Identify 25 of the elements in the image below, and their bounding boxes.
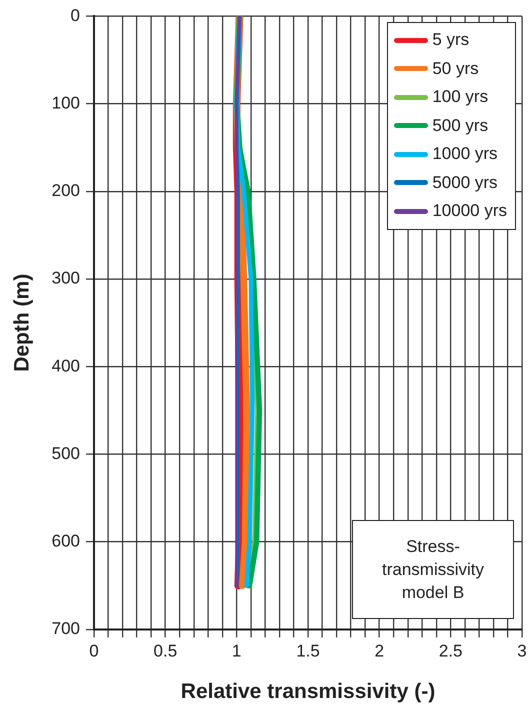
legend-label: 100 yrs xyxy=(432,87,488,108)
y-tick-label: 700 xyxy=(52,619,80,638)
y-axis-title: Depth (m) xyxy=(10,274,34,372)
text-box: Stress- transmissivity model B xyxy=(352,520,514,620)
y-tick-label: 0 xyxy=(70,6,80,25)
x-tick-label: 1.5 xyxy=(296,641,320,660)
x-tick-label: 1 xyxy=(232,641,242,660)
x-tick-label: 0.5 xyxy=(154,641,178,660)
x-axis-title: Relative transmissivity (-) xyxy=(180,680,436,704)
legend-label: 10000 yrs xyxy=(432,201,507,222)
legend-label: 5000 yrs xyxy=(432,172,498,193)
x-tick-label: 0 xyxy=(89,641,99,660)
legend-label: 1000 yrs xyxy=(432,144,498,164)
y-tick-label: 300 xyxy=(52,268,80,288)
legend-label: 50 yrs xyxy=(432,58,479,79)
y-tick-label: 600 xyxy=(52,531,80,550)
legend-label: 500 yrs xyxy=(432,116,488,136)
y-tick-label: 500 xyxy=(52,444,80,463)
x-tick-label: 3 xyxy=(517,641,527,660)
y-tick-label: 200 xyxy=(52,181,80,200)
y-tick-label: 400 xyxy=(52,356,80,376)
x-tick-label: 2 xyxy=(374,641,384,660)
y-tick-label: 100 xyxy=(52,93,80,112)
legend-label: 5 yrs xyxy=(432,30,470,50)
x-tick-label: 2.5 xyxy=(438,641,462,660)
